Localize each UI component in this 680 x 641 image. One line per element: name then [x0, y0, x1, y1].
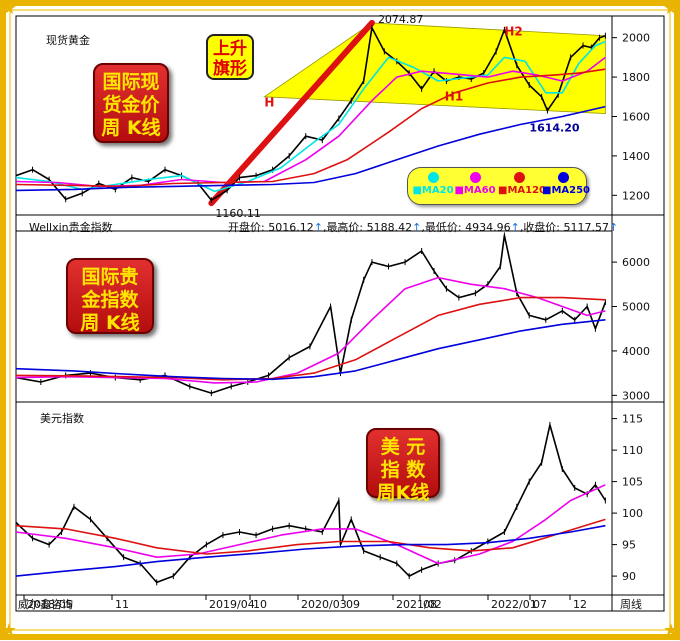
high-label: 最高价:	[326, 221, 364, 234]
legend-item-ma20: ■MA20	[412, 172, 454, 196]
low-value: 4934.96	[465, 221, 511, 234]
period-label: 周线	[620, 597, 642, 611]
y-tick-label: 1800	[622, 71, 650, 84]
x-tick-label: 2022/01	[491, 598, 537, 611]
flag-pole-line	[208, 19, 375, 207]
close-value: 5117.57	[563, 221, 610, 234]
y-tick-label: 4000	[622, 345, 650, 358]
corner-star-icon-tl: ★	[0, 0, 18, 19]
legend-item-ma60: ■MA60	[454, 172, 496, 196]
flag-label-box: 上升 旗形	[206, 34, 254, 80]
chart-outer-border	[15, 15, 665, 612]
open-value: 5016.12	[268, 221, 314, 234]
series-line-ma60	[15, 484, 606, 565]
x-tick-label: 07	[533, 598, 547, 611]
series-line-ma250	[15, 319, 606, 381]
y-axis-ticks: 1200 1400 1600 1800 2000 3000 4000 5000 6000 90 95…	[612, 32, 650, 583]
close-arrow-icon: ↑	[609, 221, 619, 234]
series-line-price	[15, 424, 607, 584]
provider-label: 威尔鑫咨询	[18, 597, 73, 611]
corner-star-icon-bl: ★	[0, 620, 18, 641]
cyan-dot-icon	[427, 172, 439, 183]
gold-label-box: 国际现 货金价 周 K线	[93, 63, 169, 143]
high-arrow-icon: ↑	[412, 221, 422, 234]
y-tick-label: 6000	[622, 256, 650, 269]
y-tick-label: 1400	[622, 150, 650, 163]
low-arrow-icon: ↑	[510, 221, 520, 234]
series-line-ma60	[15, 276, 606, 384]
x-tick-label: 2021/02	[396, 598, 442, 611]
panel-borders	[15, 15, 665, 612]
rising-flag-pattern	[208, 19, 606, 207]
red-dot-icon	[513, 172, 525, 183]
close-label: 收盘价:	[523, 221, 561, 234]
x-tick-label: 10	[253, 598, 267, 611]
open-arrow-icon: ↑	[313, 221, 323, 234]
y-tick-label: 95	[622, 539, 636, 552]
annotation-label: 1614.20	[529, 122, 579, 135]
ohlc-info-bar: 开盘价: 5016.12↑,最高价: 5188.42↑,最低价: 4934.96…	[228, 221, 619, 234]
y-tick-label: 115	[622, 413, 643, 426]
annotation-label: 1160.11	[215, 207, 261, 220]
series-line-ma250	[15, 105, 606, 192]
price-annotations: 1160.11 2074.87 1614.20 H H1 H2	[215, 14, 580, 220]
y-tick-label: 1600	[622, 110, 650, 123]
ma-legend: ■MA20 ■MA60 ■MA120 ■MA250	[407, 167, 591, 205]
y-tick-label: 105	[622, 476, 643, 489]
usd-label-box: 美 元 指 数 周K线	[366, 428, 440, 504]
x-tick-label: 12	[573, 598, 587, 611]
y-tick-label: 100	[622, 507, 643, 520]
x-tick-label: 08	[423, 598, 437, 611]
open-label: 开盘价:	[228, 221, 265, 234]
series-line-ma120	[15, 518, 606, 555]
series-line-ma20	[15, 40, 606, 193]
y-tick-label: 2000	[622, 32, 650, 45]
annotation-label: H2	[504, 25, 522, 39]
annotation-label: H	[264, 96, 274, 110]
y-tick-label: 90	[622, 570, 636, 583]
annotation-label: 2074.87	[378, 14, 424, 26]
x-tick-label: 2018/05	[27, 598, 73, 611]
legend-label: ■MA60	[454, 185, 496, 196]
gold-panel-title: 现货黄金	[46, 34, 90, 47]
y-tick-label: 110	[622, 444, 643, 457]
y-tick-label: 1200	[622, 189, 650, 202]
corner-star-icon-br: ★	[662, 620, 680, 641]
series-lines	[15, 24, 607, 586]
magenta-dot-icon	[469, 172, 481, 183]
x-tick-label: 2020/03	[301, 598, 347, 611]
corner-star-icon-tr: ★	[662, 0, 680, 19]
x-tick-label: 09	[346, 598, 360, 611]
series-line-ma120	[15, 68, 606, 188]
annotation-label: H1	[445, 90, 463, 104]
high-value: 5188.42	[366, 221, 413, 234]
x-tick-label: 2019/04	[209, 598, 255, 611]
index-panel-title: Wellxin贵金指数	[29, 221, 113, 234]
y-tick-label: 5000	[622, 301, 650, 314]
series-line-ma250	[15, 524, 606, 577]
index-label-box: 国际贵 金指数 周 K线	[66, 258, 154, 334]
legend-label: ■MA250	[542, 185, 591, 196]
legend-label: ■MA120	[498, 185, 547, 196]
legend-label: ■MA20	[412, 185, 454, 196]
low-label: 最低价:	[424, 221, 462, 234]
legend-item-ma120: ■MA120	[498, 172, 547, 196]
legend-item-ma250: ■MA250	[542, 172, 591, 196]
y-tick-label: 3000	[622, 389, 650, 402]
x-tick-label: 11	[115, 598, 129, 611]
blue-dot-icon	[557, 172, 569, 183]
usd-panel-title: 美元指数	[40, 412, 84, 425]
series-line-ma120	[15, 296, 606, 381]
